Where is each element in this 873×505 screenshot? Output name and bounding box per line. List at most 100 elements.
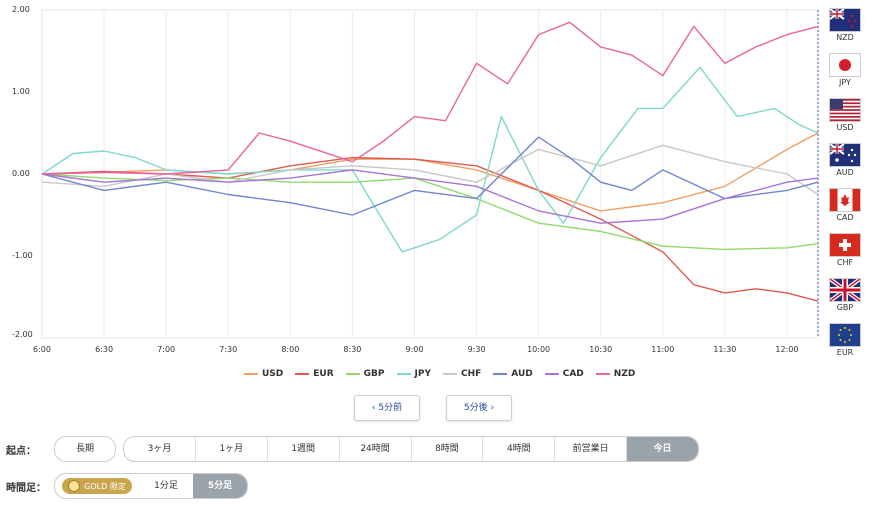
legend-swatch — [244, 372, 258, 375]
period-option[interactable]: 24時間 — [340, 437, 412, 461]
timeframe-option[interactable]: 1分足 — [154, 481, 178, 491]
x-tick-label: 9:30 — [468, 345, 486, 354]
y-tick-label: 1.00 — [12, 87, 30, 96]
legend-swatch — [345, 372, 360, 375]
legend-label: EUR — [313, 369, 334, 379]
period-option-long[interactable]: 長期 — [54, 436, 116, 462]
legend-swatch — [442, 372, 457, 375]
x-tick-label: 11:00 — [651, 345, 674, 354]
x-tick-label: 7:00 — [157, 345, 175, 354]
legend-item-aud[interactable]: AUD — [493, 369, 533, 379]
legend-item-chf[interactable]: CHF — [442, 369, 482, 379]
series-line-nzd — [41, 21, 819, 175]
series-line-cad — [41, 169, 819, 224]
y-tick-label: -1.00 — [12, 251, 33, 260]
flag-label: NZD — [836, 33, 854, 42]
timeframe-selector: GOLD 限定 1分足 5分足 — [54, 473, 248, 499]
y-tick-label: 2.00 — [12, 5, 30, 14]
legend-label: GBP — [363, 369, 385, 379]
flag-label: CAD — [836, 213, 854, 222]
timeframe-label: 時間足： — [6, 483, 46, 494]
x-tick-label: 11:30 — [713, 345, 736, 354]
x-tick-label: 12:00 — [775, 345, 798, 354]
legend-swatch — [544, 372, 559, 375]
flag-label: JPY — [839, 78, 851, 87]
legend-item-eur[interactable]: EUR — [295, 369, 334, 379]
chart-legend: USD EUR GBP JPY CHF AUD CAD NZD — [244, 369, 647, 381]
period-option[interactable]: 1ヶ月 — [196, 437, 268, 461]
gb-flag-icon — [829, 278, 861, 302]
flag-label: USD — [836, 123, 854, 132]
jp-flag-icon — [829, 53, 861, 77]
x-tick-label: 6:00 — [33, 345, 51, 354]
eu-flag-icon — [829, 323, 861, 347]
series-line-usd — [41, 132, 819, 212]
legend-item-jpy[interactable]: JPY — [396, 369, 431, 379]
period-label: 起点： — [6, 446, 36, 457]
legend-swatch — [595, 372, 610, 375]
flag-chf[interactable]: CHF — [826, 233, 864, 267]
legend-label: AUD — [511, 369, 533, 379]
legend-item-gbp[interactable]: GBP — [345, 369, 385, 379]
ch-flag-icon — [829, 233, 861, 257]
flag-cad[interactable]: CAD — [826, 188, 864, 222]
flag-label: GBP — [836, 303, 854, 312]
period-option[interactable]: 4時間 — [483, 437, 556, 461]
currency-flag-column: NZD JPY USD AUD CAD CHF GBP EUR — [818, 8, 870, 358]
legend-item-usd[interactable]: USD — [244, 369, 283, 379]
legend-label: JPY — [414, 369, 431, 379]
prev-5min-button[interactable]: ‹ 5分前 — [354, 395, 420, 421]
legend-swatch — [396, 372, 411, 375]
gold-only-badge: GOLD 限定 — [55, 474, 139, 498]
currency-strength-chart: 2.00 1.00 0.00 -1.00 -2.00 6:00 6:30 7:00 7:30 8… — [12, 5, 819, 354]
flag-eur[interactable]: EUR — [826, 323, 864, 357]
flag-gbp[interactable]: GBP — [826, 278, 864, 312]
flag-label: EUR — [836, 348, 854, 357]
gold-label: GOLD 限定 — [84, 481, 126, 491]
period-option[interactable]: 前営業日 — [555, 437, 628, 461]
legend-item-nzd[interactable]: NZD — [595, 369, 636, 379]
series-line-chf — [41, 144, 819, 196]
period-option[interactable]: 今日 — [627, 437, 698, 461]
x-tick-label: 8:30 — [343, 345, 361, 354]
flag-jpy[interactable]: JPY — [826, 53, 864, 87]
x-tick-label: 6:30 — [95, 345, 113, 354]
series-line-jpy — [41, 66, 819, 253]
x-axis-ticks: 6:00 6:30 7:00 7:30 8:00 8:30 9:00 9:30 10:00 10:… — [33, 345, 798, 354]
period-option[interactable]: 8時間 — [412, 437, 484, 461]
us-flag-icon — [829, 98, 861, 122]
x-tick-label: 9:00 — [405, 345, 423, 354]
legend-swatch — [295, 372, 310, 375]
y-tick-label: -2.00 — [12, 330, 33, 339]
x-tick-label: 10:00 — [527, 345, 550, 354]
series-line-eur — [41, 156, 819, 302]
series-line-aud — [41, 136, 819, 216]
legend-label: USD — [262, 369, 284, 379]
legend-label: CHF — [460, 369, 482, 379]
flag-label: AUD — [836, 168, 854, 177]
nz-flag-icon — [829, 8, 861, 32]
legend-item-cad[interactable]: CAD — [544, 369, 584, 379]
y-axis-ticks: 2.00 1.00 0.00 -1.00 -2.00 — [12, 5, 33, 339]
period-option[interactable]: 1週間 — [268, 437, 340, 461]
ca-flag-icon — [829, 188, 861, 212]
chart-series — [41, 21, 819, 302]
x-tick-label: 10:30 — [589, 345, 612, 354]
x-tick-label: 8:00 — [281, 345, 299, 354]
flag-label: CHF — [836, 258, 854, 267]
legend-swatch — [493, 372, 508, 375]
next-5min-button[interactable]: 5分後 › — [446, 395, 512, 421]
flag-usd[interactable]: USD — [826, 98, 864, 132]
timeframe-option[interactable]: 5分足 — [193, 474, 247, 498]
legend-label: CAD — [562, 369, 584, 379]
period-option[interactable]: 3ヶ月 — [124, 437, 196, 461]
y-tick-label: 0.00 — [12, 169, 30, 178]
flag-aud[interactable]: AUD — [826, 143, 864, 177]
legend-label: NZD — [613, 369, 636, 379]
x-tick-label: 7:30 — [219, 345, 237, 354]
series-line-gbp — [41, 173, 819, 251]
flag-nzd[interactable]: NZD — [826, 8, 864, 42]
au-flag-icon — [829, 143, 861, 167]
gold-coin-icon — [68, 480, 81, 492]
period-selector: 3ヶ月 1ヶ月 1週間 24時間 8時間 4時間 前営業日 今日 — [123, 436, 699, 462]
